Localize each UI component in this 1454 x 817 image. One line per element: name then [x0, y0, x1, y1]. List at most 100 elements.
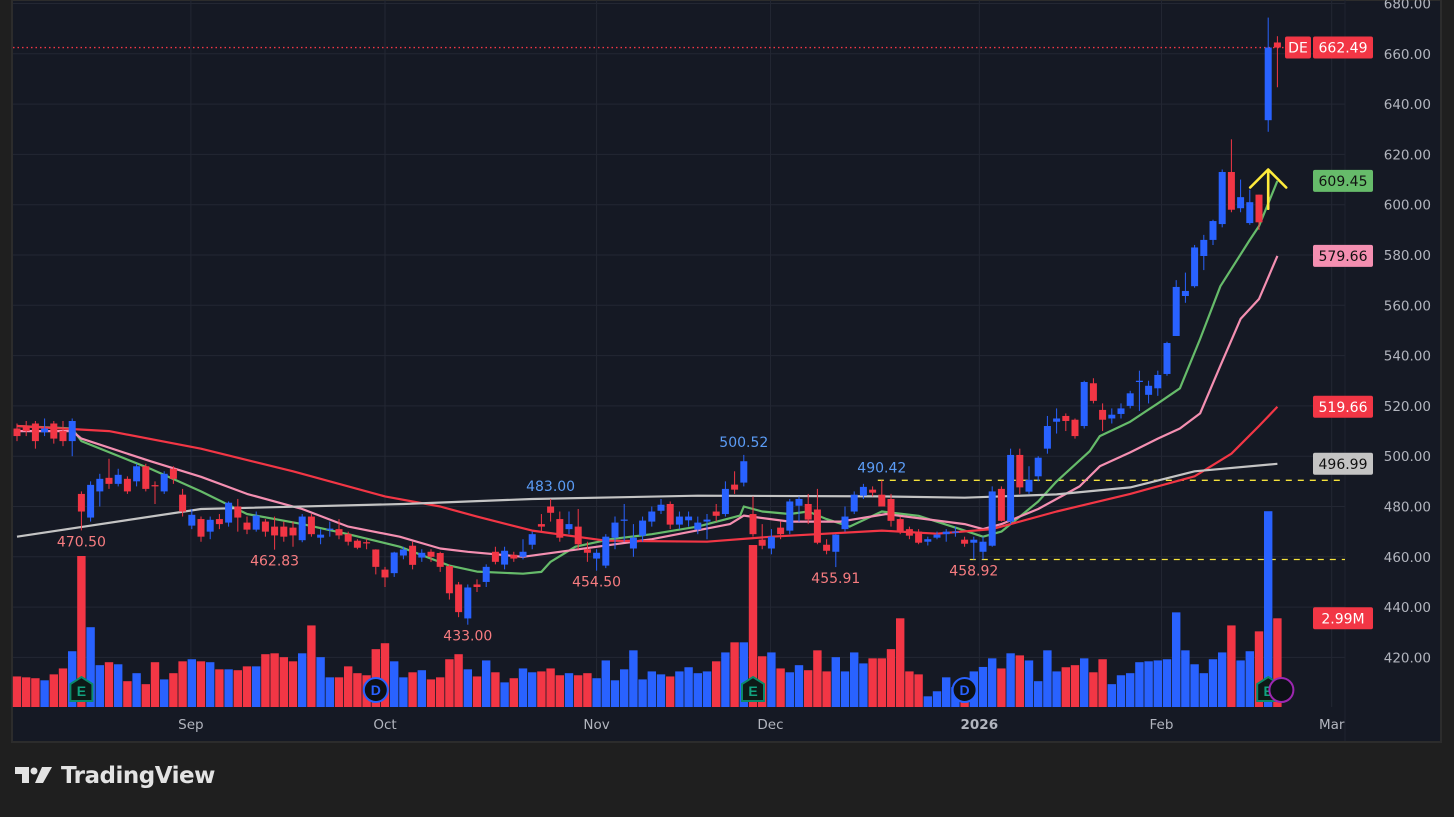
volume-bar [104, 662, 114, 707]
candle [611, 516, 619, 550]
candle [1016, 448, 1024, 494]
candle-body [409, 545, 417, 565]
volume-tag-text: 2.99M [1321, 611, 1364, 627]
candle-body [832, 534, 840, 552]
candle [1007, 448, 1015, 525]
volume-bar [325, 677, 334, 707]
low-price-label: 454.50 [572, 575, 621, 591]
candle [657, 498, 665, 515]
volume-bar [500, 682, 509, 707]
candle [850, 491, 858, 515]
volume-bar [242, 666, 252, 707]
candle [1117, 403, 1125, 419]
candle-body [96, 478, 104, 492]
candle [77, 491, 85, 531]
candle-body [1273, 42, 1281, 48]
candle [482, 564, 490, 587]
volume-bar [454, 654, 463, 707]
candle-body [1237, 197, 1245, 209]
earnings-icon [69, 675, 94, 702]
volume-bar [785, 672, 794, 707]
candle [133, 463, 141, 487]
candle-body [970, 539, 978, 543]
volume-bar [160, 679, 169, 707]
arrow-annotation[interactable] [1248, 168, 1288, 211]
volume-bar [215, 669, 224, 707]
candle [363, 539, 371, 550]
candle [197, 516, 205, 542]
candle-body [804, 503, 812, 520]
candle-body [133, 466, 141, 482]
candle-body [142, 466, 150, 489]
candles [13, 17, 1281, 625]
time-tick-label: 2026 [961, 717, 999, 733]
volume-bar [49, 674, 58, 707]
moving-average-price-tag: 496.99 [1313, 452, 1373, 475]
volume-bar [95, 665, 104, 707]
volume-bar [813, 650, 822, 707]
candle-body [685, 516, 693, 521]
candle-body [381, 569, 389, 578]
candle [1062, 413, 1070, 432]
candle [169, 466, 177, 484]
candle [510, 551, 518, 562]
candle-body [749, 514, 757, 535]
candle-body [887, 498, 895, 521]
candle [1025, 466, 1033, 494]
volume-bar [196, 661, 206, 707]
candle [519, 539, 527, 560]
candle [979, 536, 987, 560]
candle-body [169, 468, 177, 479]
time-axis[interactable]: Sep Oct Nov Dec 2026 Feb Mar [178, 717, 1345, 733]
candle-body [491, 551, 499, 562]
earnings-marker[interactable]: E [69, 675, 94, 702]
candle-body [353, 540, 361, 548]
candle-body [1117, 408, 1125, 414]
candle [813, 488, 821, 545]
candle [887, 493, 895, 527]
volume-bar [270, 653, 279, 707]
dividend-letter: D [371, 682, 381, 698]
volume-bar [31, 678, 40, 707]
candle [878, 480, 886, 507]
volume-bar [58, 668, 68, 707]
candle-body [951, 531, 959, 533]
dividend-icon [951, 677, 978, 703]
volume-bar [1245, 651, 1254, 707]
candle [1126, 390, 1134, 409]
volume-bar [666, 676, 675, 707]
volume-bar [886, 649, 896, 707]
earnings-marker[interactable]: E [741, 675, 765, 702]
candle-body [1218, 172, 1226, 225]
volume-bar [656, 674, 666, 707]
candle [445, 564, 453, 600]
candle [307, 514, 315, 537]
price-axis[interactable]: 680.00 660.00 640.00 620.00 600.00 580.00 560.… [1384, 0, 1431, 666]
volume-bar [804, 670, 813, 707]
tradingview-logo[interactable]: TradingView [15, 763, 215, 789]
candle-body [1007, 454, 1015, 522]
candle-body [547, 506, 555, 513]
volume-tag-bg [1313, 607, 1373, 630]
candle-body [464, 587, 472, 619]
time-tick-label: Nov [583, 717, 609, 733]
dividend-marker[interactable]: D [951, 677, 978, 703]
volume-bar [141, 684, 150, 707]
candle-body [519, 551, 527, 557]
volume-bar [1153, 660, 1162, 707]
candle-body [823, 544, 831, 551]
dividend-marker[interactable]: D [362, 677, 389, 703]
candle [491, 546, 499, 565]
volume-bar [978, 666, 988, 707]
price-tick-label: 500.00 [1384, 449, 1431, 465]
candle-body [648, 511, 656, 522]
candle-body [528, 534, 536, 545]
candle [620, 503, 628, 542]
volume-tag: 2.99M [1313, 607, 1373, 630]
candle-body [942, 531, 950, 535]
candle [234, 498, 242, 532]
candle [96, 473, 104, 507]
candle [41, 418, 49, 437]
candle [188, 509, 196, 530]
